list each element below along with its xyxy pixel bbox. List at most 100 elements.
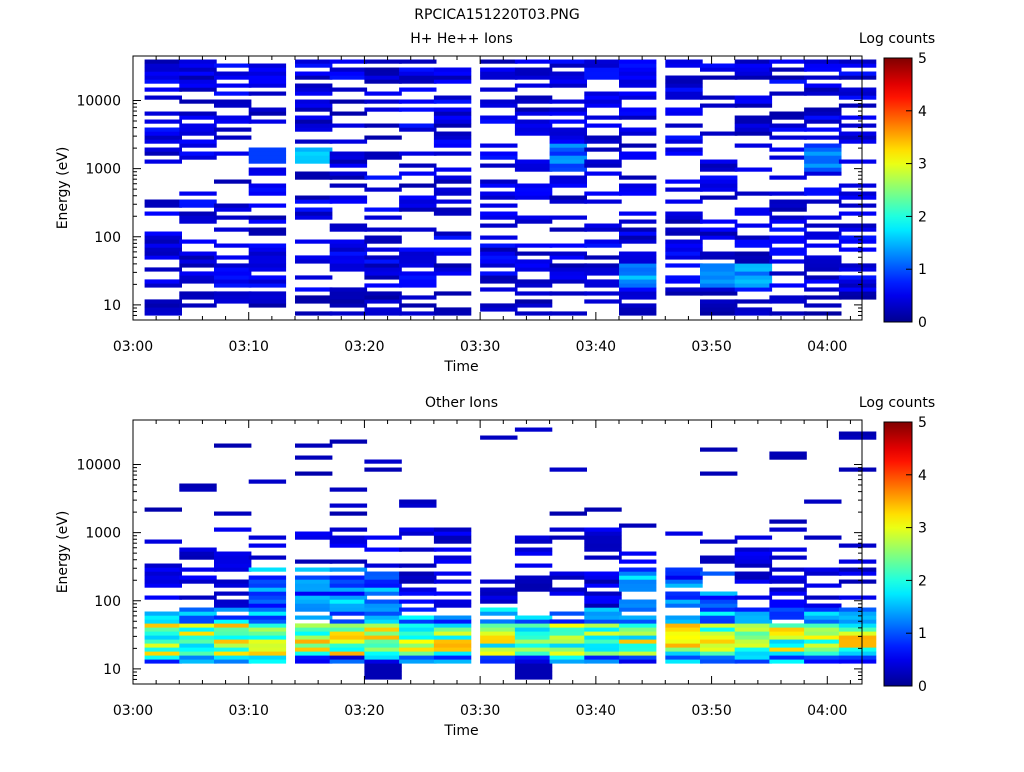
heatmap-cell <box>619 263 657 268</box>
heatmap-cell <box>665 215 703 220</box>
heatmap-cell <box>433 539 472 544</box>
heatmap-cell <box>734 123 773 128</box>
heatmap-cell <box>584 171 622 176</box>
heatmap-cell <box>584 571 622 576</box>
heatmap-cell <box>144 139 182 144</box>
heatmap-cell <box>549 611 587 616</box>
heatmap-cell <box>214 599 252 604</box>
heatmap-cell <box>549 291 587 296</box>
heatmap-cell <box>480 119 518 124</box>
heatmap-cell <box>433 115 472 120</box>
heatmap-cell <box>329 71 368 76</box>
heatmap-cell <box>295 255 333 260</box>
heatmap-cell <box>769 283 807 288</box>
heatmap-cell <box>179 151 217 156</box>
heatmap-cell <box>549 199 587 204</box>
heatmap-cell <box>769 175 807 180</box>
heatmap-cell <box>179 639 217 644</box>
heatmap-cell <box>329 299 368 304</box>
heatmap-cell <box>584 655 622 660</box>
heatmap-cell <box>295 603 333 608</box>
heatmap-cell <box>248 191 287 196</box>
heatmap-cell <box>295 623 333 628</box>
heatmap-cell <box>329 67 368 72</box>
heatmap-cell <box>433 107 472 112</box>
heatmap-cell <box>179 239 217 244</box>
heatmap-cell <box>665 651 703 656</box>
heatmap-cell <box>700 571 738 576</box>
heatmap-cell <box>144 267 182 272</box>
heatmap-cell <box>399 639 437 644</box>
heatmap-cell <box>514 627 553 632</box>
heatmap-cell <box>619 575 657 580</box>
heatmap-cell <box>734 547 773 552</box>
heatmap-cell <box>619 583 657 588</box>
heatmap-cell <box>480 155 518 160</box>
heatmap-cell <box>665 639 703 644</box>
heatmap-cell <box>838 623 877 628</box>
heatmap-cell <box>734 207 773 212</box>
heatmap-cell <box>480 143 518 148</box>
heatmap-cell <box>549 639 587 644</box>
heatmap-cell <box>248 151 287 156</box>
y-tick-label: 10 <box>103 298 121 314</box>
heatmap-cell <box>248 219 287 224</box>
heatmap-cell <box>619 227 657 232</box>
heatmap-cell <box>214 295 252 300</box>
heatmap-cell <box>295 647 333 652</box>
heatmap-cell <box>734 655 773 660</box>
heatmap-cell <box>364 311 402 316</box>
heatmap-cell <box>364 627 402 632</box>
heatmap-cell <box>433 111 472 116</box>
heatmap-cell <box>584 615 622 620</box>
heatmap-cell <box>364 571 402 576</box>
heatmap-cell <box>480 639 518 644</box>
heatmap-cell <box>399 171 437 176</box>
heatmap-cell <box>549 163 587 168</box>
heatmap-cell <box>804 535 842 540</box>
heatmap-cell <box>179 579 217 584</box>
heatmap-cell <box>364 563 402 568</box>
heatmap-cell <box>700 599 738 604</box>
heatmap-cell <box>838 195 877 200</box>
heatmap-cell <box>549 627 587 632</box>
heatmap-cell <box>179 139 217 144</box>
heatmap-cell <box>549 591 587 596</box>
heatmap-cell <box>399 195 437 200</box>
heatmap-cell <box>399 99 437 104</box>
heatmap-cell <box>804 295 842 300</box>
heatmap-cell <box>804 631 842 636</box>
heatmap-cell <box>248 295 287 300</box>
heatmap-cell <box>214 243 252 248</box>
heatmap-cell <box>838 571 877 576</box>
heatmap-cell <box>179 567 217 572</box>
heatmap-cell <box>295 147 333 152</box>
heatmap-cell <box>295 595 333 600</box>
heatmap-cell <box>584 547 622 552</box>
heatmap-cell <box>433 291 472 296</box>
colorbar <box>883 421 913 687</box>
heatmap-cell <box>329 543 368 548</box>
heatmap-cell <box>514 291 553 296</box>
heatmap-cell <box>804 243 842 248</box>
heatmap-cell <box>214 299 252 304</box>
heatmap-cell <box>144 623 182 628</box>
heatmap-cell <box>769 191 807 196</box>
heatmap-cell <box>804 107 842 112</box>
heatmap-cell <box>769 607 807 612</box>
heatmap-cell <box>700 183 738 188</box>
heatmap-cell <box>364 299 402 304</box>
heatmap-cell <box>433 651 472 656</box>
heatmap-cell <box>769 207 807 212</box>
heatmap-cell <box>248 291 287 296</box>
heatmap-cell <box>514 59 553 64</box>
heatmap-cell <box>295 591 333 596</box>
heatmap-cell <box>619 523 657 528</box>
heatmap-cell <box>665 615 703 620</box>
heatmap-cell <box>514 263 553 268</box>
heatmap-cell <box>804 567 842 572</box>
heatmap-cell <box>144 655 182 660</box>
heatmap-cell <box>838 467 877 472</box>
heatmap-cell <box>248 119 287 124</box>
heatmap-cell <box>665 595 703 600</box>
